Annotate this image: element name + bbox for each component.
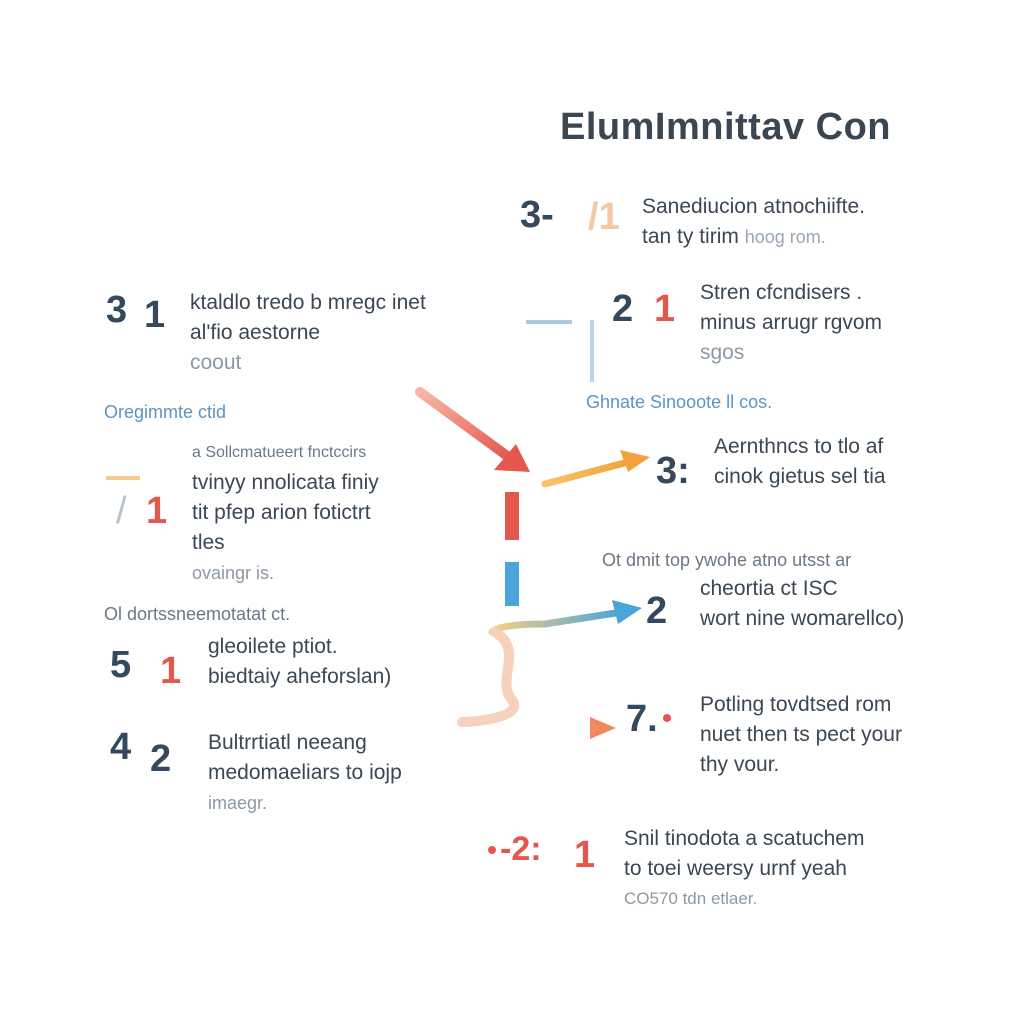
left-step2-line3: tles (192, 531, 225, 554)
right-step5-text: Potling tovdtsed rom nuet then ts pect y… (700, 690, 902, 780)
right-step4-text: cheortia ct ISC wort nine womarellco) (700, 574, 904, 634)
spine-blue-segment (505, 562, 519, 606)
red-dot (663, 714, 671, 722)
left-step3-number: 5 (110, 644, 132, 686)
left-step2-slash: / (116, 490, 127, 532)
left-step3-line1: gleoilete ptiot. (208, 635, 338, 658)
left-step1-line1: ktaldlo tredo b mregc inet (190, 291, 426, 314)
right-step2-number: 2 (612, 288, 634, 330)
right-step6-line3: CO570 tdn etlaer. (624, 889, 758, 908)
right-step3-line1: Aernthncs to tlo af (714, 435, 884, 458)
right-section-label-2: Ot dmit top ywohe atno utsst ar (602, 550, 852, 570)
left-step4-line2: medomaeliars to iojp (208, 761, 402, 784)
right-step3-line2: cinok gietus sel tia (714, 465, 886, 488)
right-step2-subnumber: 1 (654, 288, 676, 330)
red-dot-small (488, 846, 496, 854)
right-section-label: Ghnate Sinooote ll cos. (586, 392, 773, 412)
left-step1-number: 3 (106, 289, 128, 331)
left-step2-line1: tvinyy nnolicata finiy (192, 471, 379, 494)
left-step2-number: 1 (146, 490, 168, 532)
left-step4-subnumber: 2 (150, 738, 172, 780)
right-step6-text: Snil tinodota a scatuchem to toei weersy… (624, 824, 864, 914)
spine-red-segment (505, 492, 519, 540)
left-step1-line2: al'fio aestorne (190, 321, 321, 344)
right-step3-text: Aernthncs to tlo af cinok gietus sel tia (714, 432, 886, 492)
left-section-label-2: Ol dortssneemotatat ct. (104, 604, 291, 624)
right-step5-line2: nuet then ts pect your (700, 723, 902, 746)
left-step2-line2: tit pfep arion fotictrt (192, 501, 371, 524)
left-step1-subnumber: 1 (144, 294, 166, 336)
left-section-label: Oregimmte ctid (104, 402, 227, 422)
right-step2-line1: Stren cfcndisers . (700, 281, 863, 304)
right-step2-line3: sgos (700, 341, 745, 364)
left-step4-line3: imaegr. (208, 793, 268, 813)
diagonal-red-arrow (415, 387, 530, 472)
right-step1-number: 3- (520, 194, 554, 236)
right-step2-line2: minus arrugr rgvom (700, 311, 883, 334)
left-step2-line4: ovaingr is. (192, 563, 275, 583)
right-step1-subnumber: /1 (588, 196, 620, 238)
left-step4-line1: Bultrrtiatl neeang (208, 731, 367, 754)
salmon-arrow (476, 717, 616, 739)
wavy-connector (457, 627, 520, 727)
right-step5-number: 7. (626, 698, 658, 740)
diagram-title: ElumImnittav Con (560, 106, 892, 148)
left-step2-line0: a Sollcmatueert fnctccirs (192, 444, 367, 461)
left-step3-text: gleoilete ptiot. biedtaiy aheforslan) (208, 632, 391, 692)
right-step4-line2: wort nine womarellco) (700, 607, 905, 630)
right-step1-line2: tan ty tirim (642, 225, 739, 248)
left-step1-text: ktaldlo tredo b mregc inet al'fio aestor… (190, 288, 426, 378)
right-step1-text: Sanediucion atnochiifte. tan ty tirim ho… (642, 192, 865, 252)
left-step2-text: a Sollcmatueert fnctccirs tvinyy nnolica… (192, 438, 379, 588)
right-step3-number: 3: (656, 450, 690, 492)
left-step1-line3: coout (190, 351, 242, 374)
right-step6-line1: Snil tinodota a scatuchem (624, 827, 865, 850)
left-step3-line2: biedtaiy aheforslan) (208, 665, 392, 688)
orange-arrow (541, 450, 650, 488)
left-step4-number: 4 (110, 726, 132, 768)
right-step6-line2: to toei weersy urnf yeah (624, 857, 847, 880)
left-step3-subnumber: 1 (160, 650, 182, 692)
right-step1-line1: Sanediucion atnochiifte. (642, 195, 865, 218)
left-step4-text: Bultrrtiatl neeang medomaeliars to iojp … (208, 728, 402, 818)
right-step1-line2-muted: hoog rom. (744, 227, 826, 247)
right-step4-number: 2 (646, 590, 668, 632)
right-step6-subnumber: 1 (574, 834, 596, 876)
right-step6-number: -2: (500, 830, 542, 868)
right-step2-text: Stren cfcndisers . minus arrugr rgvom sg… (700, 278, 882, 368)
right-step5-line3: thy vour. (700, 753, 780, 776)
right-step4-line1: cheortia ct ISC (700, 577, 838, 600)
right-step5-line1: Potling tovdtsed rom (700, 693, 892, 716)
